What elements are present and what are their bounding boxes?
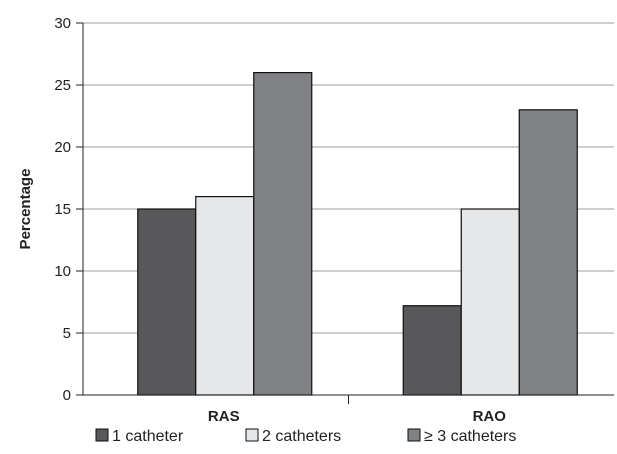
y-tick-label: 5 [63, 325, 71, 342]
bar-ras-1 [137, 208, 197, 396]
y-axis-title: Percentage [17, 169, 34, 250]
bar-ras-3 [253, 71, 313, 396]
legend-label: 2 catheters [262, 428, 341, 445]
legend-swatch [95, 428, 109, 442]
legend-swatch [407, 428, 421, 442]
legend-label: 1 catheter [112, 428, 184, 445]
axes [76, 22, 614, 404]
category-label: RAS [208, 408, 240, 425]
bar-rao-1 [402, 305, 462, 396]
bar-rao-3 [518, 109, 578, 396]
y-tick-label: 0 [63, 387, 71, 404]
bars [137, 71, 578, 396]
y-tick-label: 30 [54, 15, 71, 32]
y-tick-label: 25 [54, 77, 71, 94]
bar-ras-2 [195, 196, 255, 396]
category-label: RAO [473, 408, 507, 425]
y-tick-labels: 0 5 10 15 20 25 30 [54, 15, 71, 404]
y-tick-label: 10 [54, 263, 71, 280]
legend-label: ≥ 3 catheters [424, 428, 516, 445]
legend-swatch [245, 428, 259, 442]
bar-rao-2 [460, 208, 520, 396]
category-labels: RAS RAO [208, 408, 506, 425]
y-tick-label: 15 [54, 201, 71, 218]
legend: 1 catheter 2 catheters ≥ 3 catheters [95, 428, 516, 445]
y-tick-label: 20 [54, 139, 71, 156]
